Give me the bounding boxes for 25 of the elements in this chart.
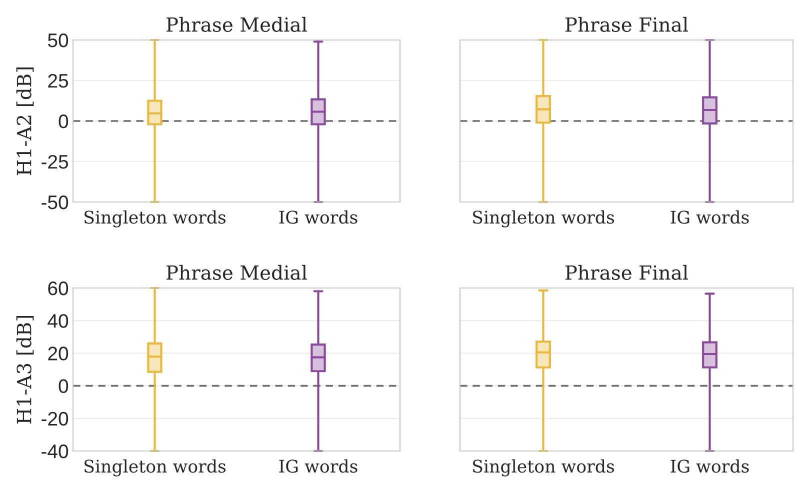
y-tick-label: -20 bbox=[42, 412, 68, 426]
y-axis-title: H1-A2 [dB] bbox=[16, 67, 34, 176]
y-tick-label: -25 bbox=[42, 154, 68, 169]
chart-title: Phrase Medial bbox=[166, 16, 307, 32]
y-tick-label: -50 bbox=[42, 195, 68, 210]
x-tick-label: IG words bbox=[670, 459, 749, 473]
y-tick-label: 0 bbox=[58, 379, 68, 394]
y-tick-label: -40 bbox=[42, 444, 68, 458]
y-tick-label: 40 bbox=[48, 314, 68, 328]
x-tick-label: IG words bbox=[279, 210, 358, 224]
x-tick-label: Singleton words bbox=[84, 459, 226, 476]
y-axis-title: H1-A3 [dB] bbox=[16, 316, 34, 424]
x-tick-label: Singleton words bbox=[473, 210, 614, 228]
y-tick-label: 20 bbox=[48, 346, 68, 360]
y-tick-label: 25 bbox=[48, 74, 68, 88]
chart-title: Phrase Final bbox=[565, 16, 688, 32]
x-tick-label: Singleton words bbox=[84, 210, 226, 228]
chart-title: Phrase Medial bbox=[166, 264, 307, 280]
y-tick-label: 50 bbox=[48, 33, 68, 48]
chart-title: Phrase Final bbox=[565, 264, 688, 280]
y-tick-label: 60 bbox=[48, 281, 68, 296]
x-tick-label: IG words bbox=[279, 459, 358, 473]
x-tick-label: IG words bbox=[670, 210, 749, 224]
x-tick-label: Singleton words bbox=[473, 459, 614, 476]
y-tick-label: 0 bbox=[58, 114, 68, 128]
